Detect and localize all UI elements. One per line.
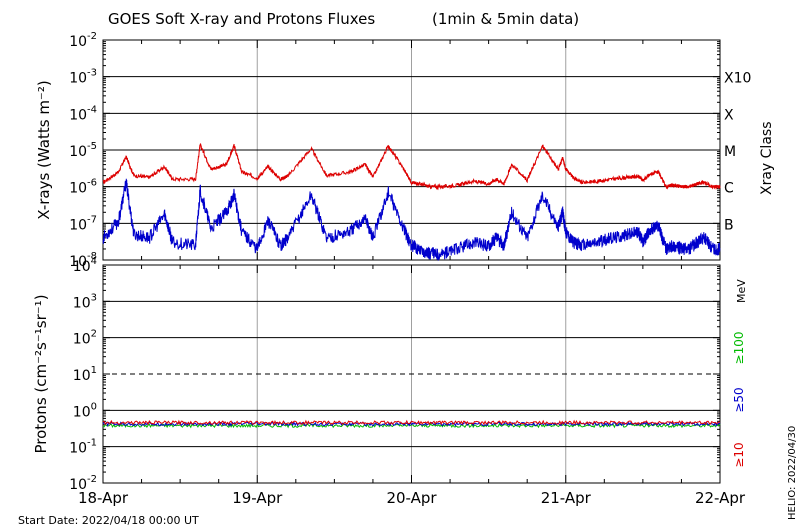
y-tick-label-base: 10 <box>73 368 91 384</box>
y-tick-label: 10-2 <box>69 31 97 50</box>
y-tick-label-base: 10 <box>73 332 91 348</box>
x-tick-label: 19-Apr <box>232 489 283 507</box>
y-tick-label: 101 <box>73 365 97 384</box>
y-tick-label-base: 10 <box>69 71 87 87</box>
plot-frame <box>102 39 721 261</box>
proton-p10-series <box>102 419 721 426</box>
y-tick-label-exp: -8 <box>87 251 97 262</box>
y-tick-label-exp: -7 <box>87 214 97 225</box>
x-tick-label: 22-Apr <box>695 489 746 507</box>
y-tick-label-exp: 1 <box>91 365 97 376</box>
y-tick-label-base: 10 <box>73 259 91 275</box>
y-tick-label-base: 10 <box>69 441 87 457</box>
y-tick-label-base: 10 <box>69 107 87 123</box>
y-tick-label: 10-3 <box>69 68 97 87</box>
proton-unit-label: MeV <box>735 279 748 303</box>
credit-label: HELIO: 2022/04/30 <box>787 426 798 520</box>
y-tick-label: 10-2 <box>69 474 97 493</box>
y-tick-label: 104 <box>73 256 97 275</box>
y-tick-label-base: 10 <box>69 181 87 197</box>
xray-class-label-x10: X10 <box>724 71 751 87</box>
y-tick-label: 10-8 <box>69 251 97 270</box>
xray-class-label-b: B <box>724 217 734 233</box>
chart-header: GOES Soft X-ray and Protons Fluxes (1min… <box>108 10 579 28</box>
xray-long-series <box>102 143 721 191</box>
y-tick-label-base: 10 <box>69 254 87 270</box>
y-tick-label-exp: -6 <box>87 178 97 189</box>
xray-short-series <box>102 178 721 262</box>
chart-title: GOES Soft X-ray and Protons Fluxes <box>108 10 375 28</box>
y-tick-label: 10-7 <box>69 214 97 233</box>
y-tick-label-exp: 3 <box>91 292 97 303</box>
y-tick-label-base: 10 <box>69 34 87 50</box>
proton-legend-p100: ≥100 <box>732 332 746 365</box>
proton-y-axis-label: Protons (cm⁻²s⁻¹sr⁻¹) <box>32 294 50 453</box>
y-tick-label-exp: -4 <box>87 104 97 115</box>
y-tick-label-base: 10 <box>73 404 91 420</box>
chart-title-note: (1min & 5min data) <box>432 10 579 28</box>
y-tick-label-exp: 0 <box>91 401 97 412</box>
y-tick-label-exp: -5 <box>87 141 97 152</box>
plot-frame <box>102 264 721 484</box>
y-tick-label: 10-6 <box>69 178 97 197</box>
y-tick-label: 103 <box>73 292 97 311</box>
y-tick-label: 10-5 <box>69 141 97 160</box>
y-tick-label-base: 10 <box>73 295 91 311</box>
y-tick-label-base: 10 <box>69 144 87 160</box>
y-tick-label-base: 10 <box>69 477 87 493</box>
xray-class-axis-title: Xray Class <box>759 122 775 196</box>
start-date-label: Start Date: 2022/04/18 00:00 UT <box>18 514 199 527</box>
xray-class-label-m: M <box>724 144 736 160</box>
xray-y-axis-label: X-rays (Watts m⁻²) <box>35 80 53 219</box>
y-tick-label: 100 <box>73 401 97 420</box>
xray-class-label-c: C <box>724 181 734 197</box>
proton-legend-p50: ≥50 <box>732 387 746 412</box>
x-tick-label: 21-Apr <box>541 489 592 507</box>
y-tick-label: 102 <box>73 329 97 348</box>
proton-p50-series <box>102 421 721 427</box>
y-tick-label-base: 10 <box>69 217 87 233</box>
y-tick-label-exp: -2 <box>87 31 97 42</box>
y-tick-label-exp: -2 <box>87 474 97 485</box>
x-tick-label: 20-Apr <box>386 489 437 507</box>
proton-legend-p10: ≥10 <box>732 442 746 467</box>
y-tick-label-exp: -3 <box>87 68 97 79</box>
x-tick-label: 18-Apr <box>78 489 129 507</box>
proton-panel: 10-210-1100101102103104≥10≥50≥100MeVProt… <box>32 256 748 507</box>
xray-panel: 10-810-710-610-510-410-310-2BCMXX10Xray … <box>35 31 775 270</box>
y-tick-label: 10-4 <box>69 104 97 123</box>
y-tick-label: 10-1 <box>69 438 97 457</box>
y-tick-label-exp: -1 <box>87 438 97 449</box>
y-tick-label-exp: 2 <box>91 329 97 340</box>
y-tick-label-exp: 4 <box>91 256 97 267</box>
xray-class-label-x: X <box>724 107 734 123</box>
